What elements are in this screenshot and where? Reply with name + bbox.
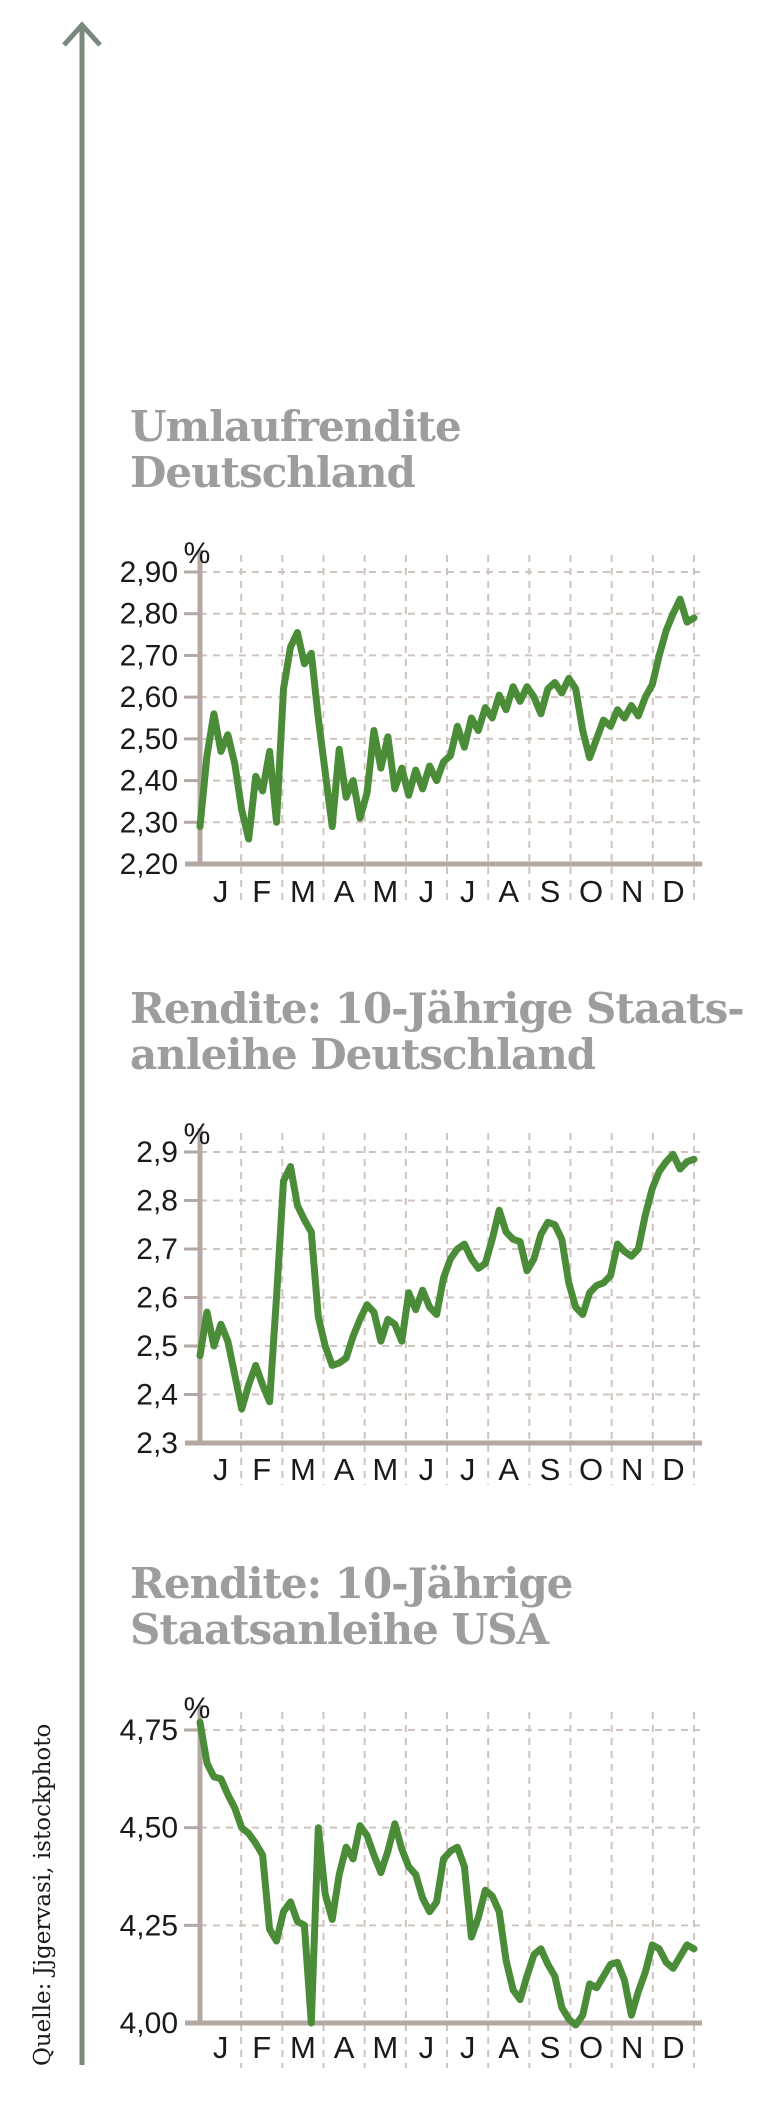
- month-label: J: [213, 874, 229, 909]
- y-tick-label: 2,60: [120, 681, 178, 714]
- month-label: M: [290, 874, 316, 909]
- month-label: M: [372, 1452, 398, 1487]
- up-arrow-head: [62, 21, 102, 47]
- month-label: J: [460, 1452, 476, 1487]
- y-tick-label: 2,30: [120, 806, 178, 839]
- chart-3-title-line-2: Staatsanleihe USA: [130, 1605, 549, 1654]
- y-tick-label: 2,40: [120, 765, 178, 798]
- chart-rendite-usa-10j: 4,754,504,254,00%J F M A M J J A S O N D: [120, 1692, 702, 2068]
- chart-2-title-line-2: anleihe Deutschland: [130, 1030, 596, 1079]
- month-label: J: [419, 1452, 435, 1487]
- y-tick-label: 2,3: [136, 1427, 178, 1460]
- month-label: M: [372, 2030, 398, 2065]
- month-label: J: [419, 2030, 435, 2065]
- series-line: [196, 1718, 698, 2029]
- month-label: A: [498, 874, 519, 909]
- month-label: J: [213, 1452, 229, 1487]
- month-label: D: [662, 2030, 684, 2065]
- month-label: A: [498, 2030, 519, 2065]
- month-label: M: [290, 1452, 316, 1487]
- series-line: [196, 595, 698, 843]
- chart-1-title-line-2: Deutschland: [130, 448, 416, 497]
- chart-2-title-line-1: Rendite: 10-Jährige Staats-: [130, 984, 745, 1033]
- y-axis-unit-label: %: [184, 1118, 211, 1151]
- chart-3-title-line-1: Rendite: 10-Jährige: [130, 1559, 573, 1608]
- chart-1-title-line-1: Umlaufrendite: [130, 402, 462, 451]
- month-label: J: [460, 874, 476, 909]
- month-label: D: [662, 874, 684, 909]
- y-tick-label: 2,50: [120, 723, 178, 756]
- month-label: F: [252, 1452, 271, 1487]
- month-label: D: [662, 1452, 684, 1487]
- up-arrow: [62, 21, 102, 2065]
- month-label: S: [540, 1452, 561, 1487]
- chart-3-title: Rendite: 10-Jährige Staatsanleihe USA: [130, 1559, 573, 1654]
- month-label: S: [540, 874, 561, 909]
- y-axis-unit-label: %: [184, 1692, 211, 1725]
- month-label: N: [621, 1452, 643, 1487]
- month-label: J: [213, 2030, 229, 2065]
- y-tick-label: 2,7: [136, 1233, 178, 1266]
- y-tick-label: 2,90: [120, 556, 178, 589]
- y-tick-label: 2,6: [136, 1282, 178, 1315]
- chart-rendite-bund-10j: 2,92,82,72,62,52,42,3%J F M A M J J A S O N D: [136, 1118, 702, 1487]
- month-label: J: [460, 2030, 476, 2065]
- y-tick-label: 2,4: [136, 1379, 178, 1412]
- month-label: J: [419, 874, 435, 909]
- y-tick-label: 2,20: [120, 848, 178, 881]
- month-label: O: [579, 2030, 603, 2065]
- month-label: O: [579, 874, 603, 909]
- month-label: A: [334, 874, 355, 909]
- chart-2-title: Rendite: 10-Jährige Staats- anleihe Deut…: [130, 984, 745, 1079]
- y-tick-label: 4,75: [120, 1714, 178, 1747]
- y-tick-label: 2,80: [120, 598, 178, 631]
- y-tick-label: 4,50: [120, 1812, 178, 1845]
- y-tick-label: 2,70: [120, 639, 178, 672]
- month-label: A: [334, 1452, 355, 1487]
- chart-umlaufrendite-deutschland: 2,902,802,702,602,502,402,302,20%J F M A M J J…: [120, 537, 702, 909]
- month-label: A: [498, 1452, 519, 1487]
- month-label: N: [621, 2030, 643, 2065]
- month-label: A: [334, 2030, 355, 2065]
- month-label: F: [252, 874, 271, 909]
- month-label: F: [252, 2030, 271, 2065]
- y-tick-label: 2,8: [136, 1185, 178, 1218]
- month-label: M: [290, 2030, 316, 2065]
- y-tick-label: 2,9: [136, 1136, 178, 1169]
- chart-1-title: Umlaufrendite Deutschland: [130, 402, 462, 497]
- y-tick-label: 4,25: [120, 1909, 178, 1942]
- y-axis-unit-label: %: [184, 537, 211, 570]
- month-label: M: [372, 874, 398, 909]
- month-label: N: [621, 874, 643, 909]
- month-label: S: [540, 2030, 561, 2065]
- y-tick-label: 4,00: [120, 2007, 178, 2040]
- series-line: [196, 1150, 698, 1413]
- month-label: O: [579, 1452, 603, 1487]
- y-tick-label: 2,5: [136, 1330, 178, 1363]
